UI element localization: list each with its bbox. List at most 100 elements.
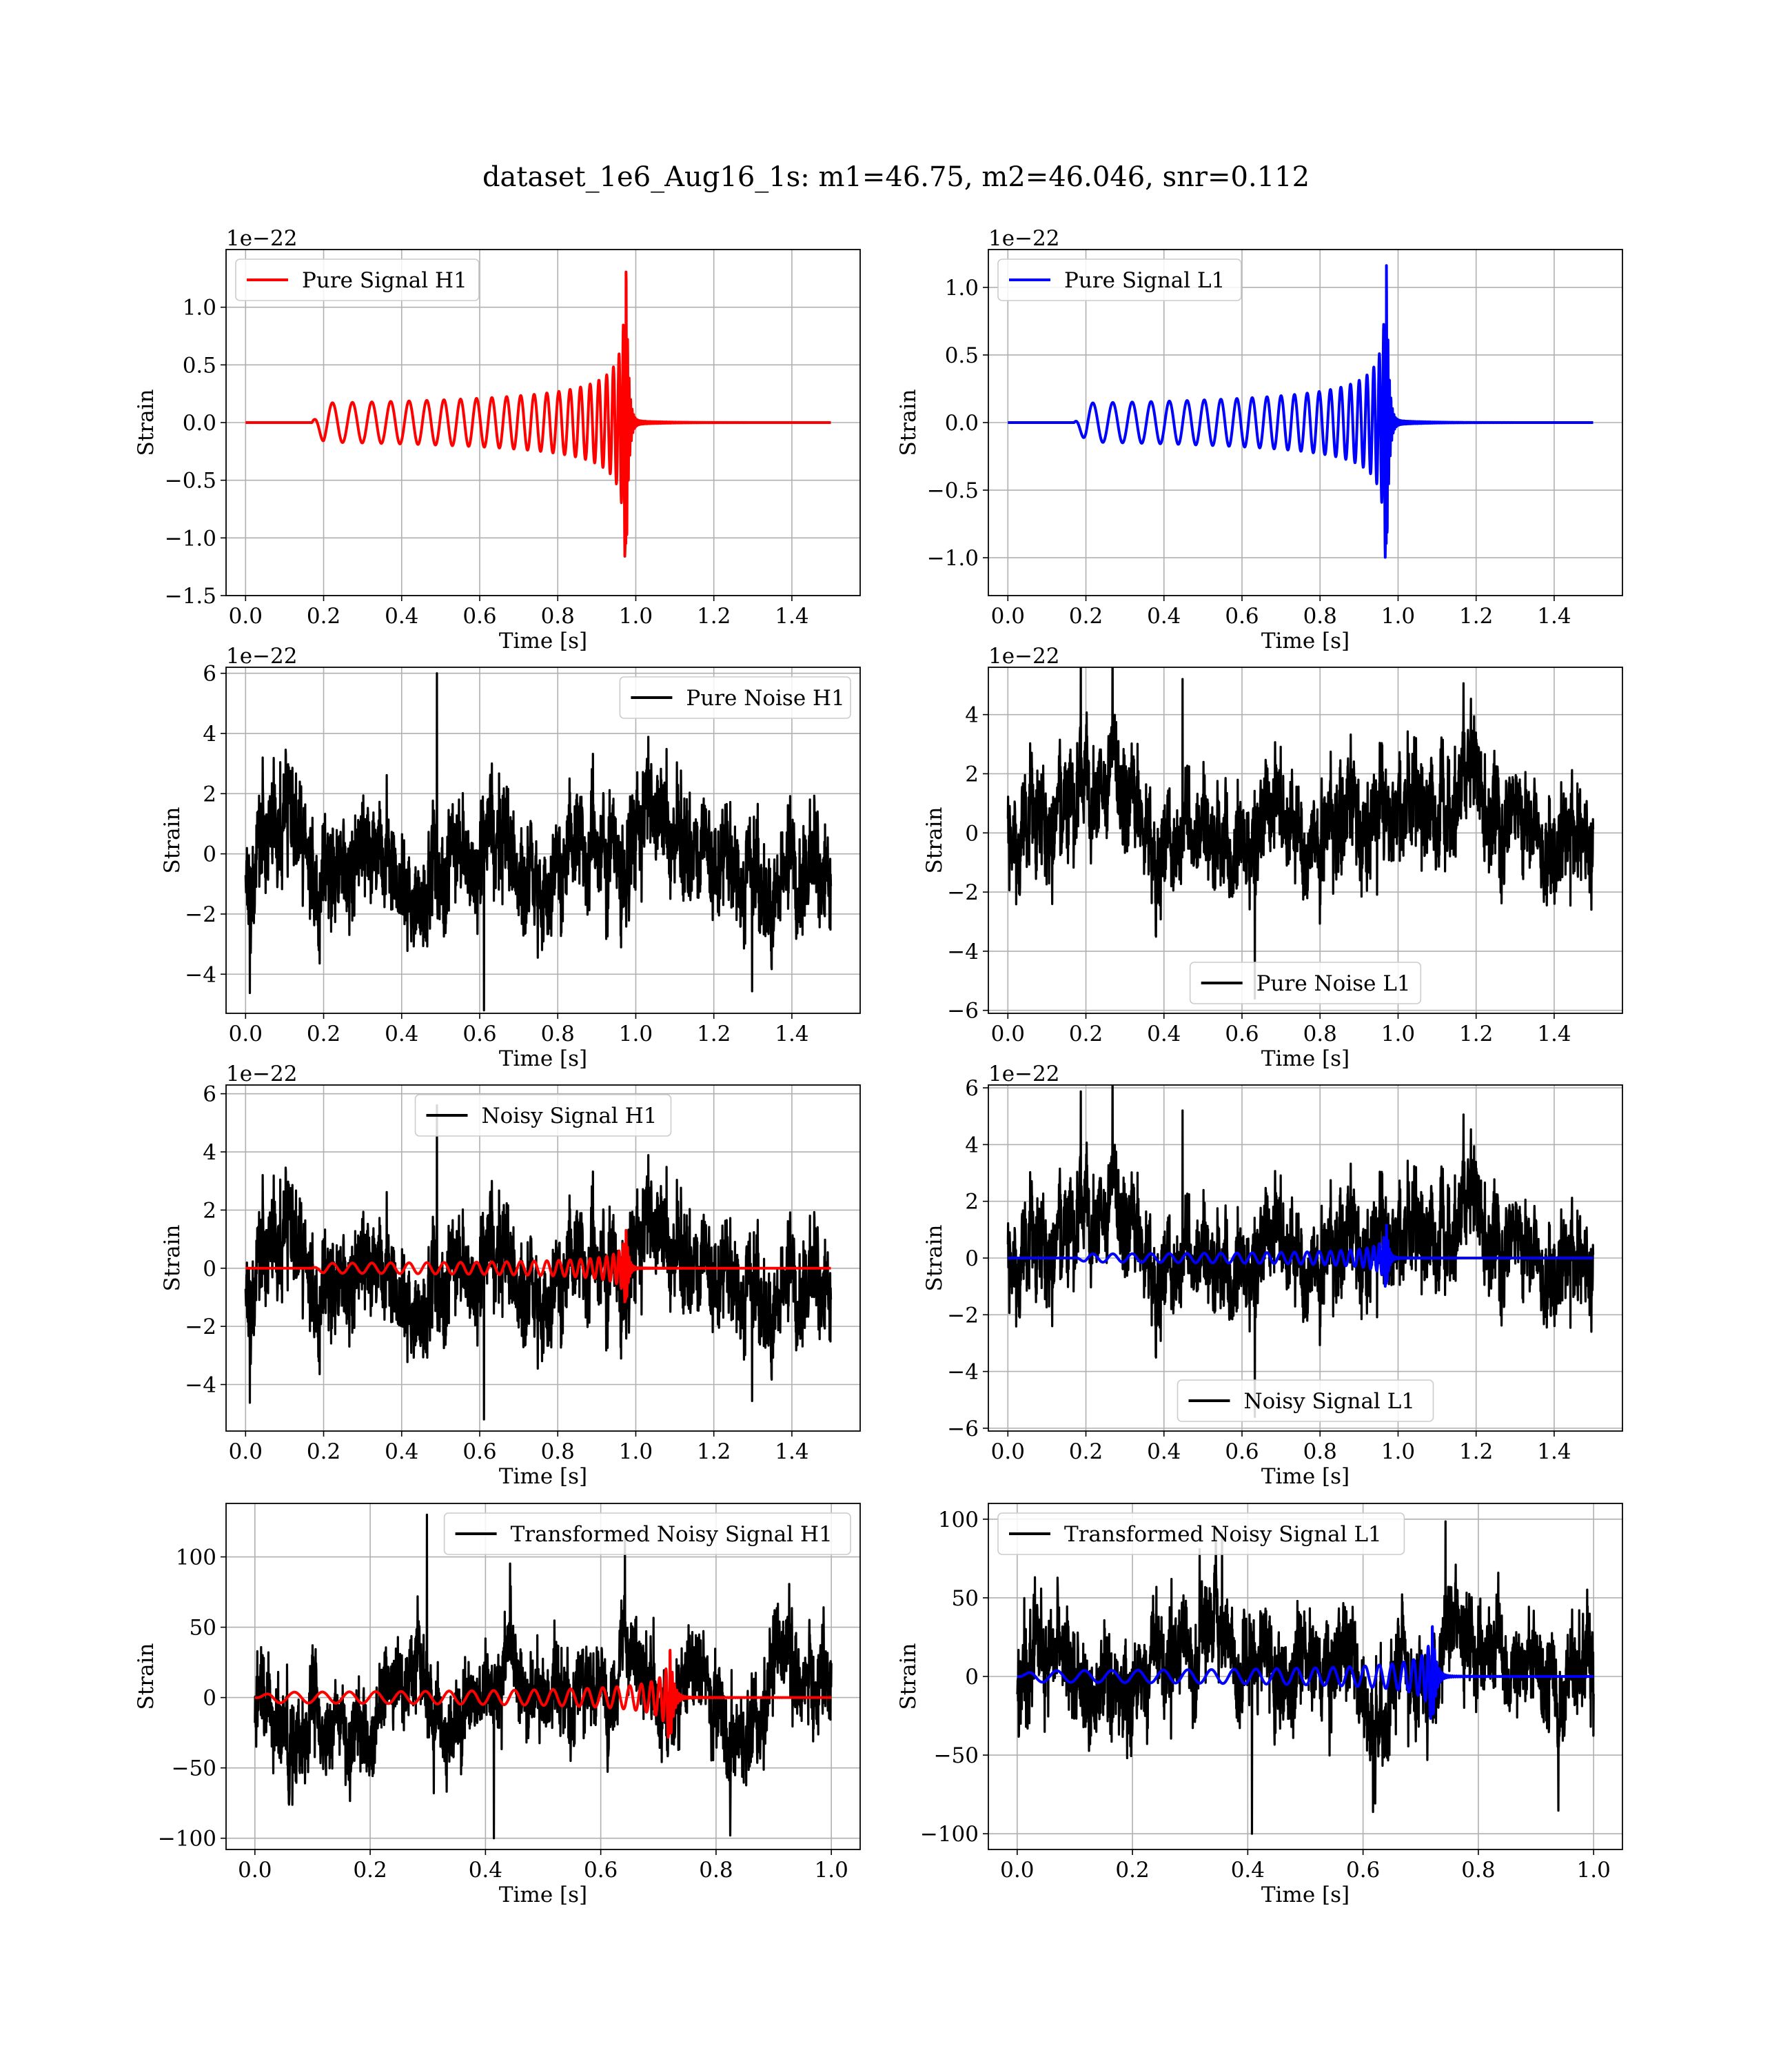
y-tick-label: 0 bbox=[965, 1246, 979, 1271]
x-tick-label: 1.2 bbox=[1459, 1439, 1493, 1464]
x-tick-label: 1.4 bbox=[1537, 1439, 1571, 1464]
y-tick-label: 4 bbox=[203, 722, 216, 747]
ticks: 0.0 0.2 0.4 0.6 0.8 1.0 −100 −50 0 50 100 bbox=[158, 1545, 848, 1883]
series-line-signal bbox=[1006, 1224, 1595, 1288]
x-tick-label: 1.0 bbox=[1577, 1858, 1611, 1883]
x-tick-label: 0.6 bbox=[462, 604, 496, 629]
x-tick-label: 0.2 bbox=[1115, 1858, 1149, 1883]
x-axis-label: Time [s] bbox=[1261, 1883, 1350, 1907]
series-line-signal bbox=[244, 1228, 833, 1304]
figure-title: dataset_1e6_Aug16_1s: m1=46.75, m2=46.04… bbox=[482, 161, 1310, 193]
y-tick-label: −4 bbox=[185, 1373, 216, 1398]
y-tick-label: 0.0 bbox=[945, 411, 979, 436]
legend: Pure Signal L1 bbox=[997, 258, 1242, 301]
y-tick-label: 2 bbox=[965, 1190, 979, 1215]
axes-frame bbox=[225, 667, 861, 1014]
x-tick-label: 0.6 bbox=[584, 1858, 618, 1883]
x-tick-label: 0.0 bbox=[991, 1022, 1025, 1046]
x-tick-label: 1.4 bbox=[1537, 604, 1571, 629]
axis-offset-label: 1e−22 bbox=[226, 226, 298, 251]
y-tick-label: −2 bbox=[185, 1315, 216, 1339]
x-tick-label: 0.2 bbox=[307, 604, 340, 629]
y-axis-label: Strain bbox=[896, 389, 921, 456]
panels: 0.0 0.2 0.4 0.6 0.8 1.0 1.2 1.4−1.5−1.0−0.50.00… bbox=[134, 226, 1623, 1907]
x-axis-label: Time [s] bbox=[499, 629, 587, 653]
x-tick-label: 1.0 bbox=[619, 1439, 653, 1464]
x-tick-label: 0.2 bbox=[1069, 1439, 1103, 1464]
legend-label: Pure Noise H1 bbox=[686, 686, 844, 711]
legend: Noisy Signal H1 bbox=[414, 1094, 672, 1137]
panel-pure-signal-l1: 0.0 0.2 0.4 0.6 0.8 1.0 1.2 1.4 −1.0 −0.5 0.0 0.5 1.… bbox=[896, 226, 1623, 653]
x-tick-label: 0.8 bbox=[699, 1858, 733, 1883]
x-tick-label: 0.4 bbox=[385, 1022, 418, 1046]
panel-transformed-noisy-signal-h1: 0.0 0.2 0.4 0.6 0.8 1.0 −100 −50 0 50 100 Time [s] S… bbox=[134, 1503, 861, 1907]
ticks: 0.0 0.2 0.4 0.6 0.8 1.0 1.2 1.4 −4 −2 0 2 4 6 bbox=[185, 1082, 808, 1464]
y-tick-label: 6 bbox=[203, 662, 216, 687]
x-tick-label: 0.4 bbox=[1231, 1858, 1265, 1883]
series-line-noise bbox=[254, 1513, 833, 1840]
ticks: 0.0 0.2 0.4 0.6 0.8 1.0 −100 −50 0 50 100 bbox=[920, 1508, 1611, 1883]
series-line-noise bbox=[1006, 1085, 1595, 1419]
ticks: 0.0 0.2 0.4 0.6 0.8 1.0 1.2 1.4 −6 −4 −2 0 2 4 6 bbox=[947, 1076, 1571, 1464]
y-axis-label: Strain bbox=[896, 1643, 921, 1710]
series-group bbox=[254, 1513, 833, 1840]
panel-pure-noise-h1: 0.0 0.2 0.4 0.6 0.8 1.0 1.2 1.4 −4 −2 0 2 4 6 Time [s]… bbox=[160, 644, 861, 1071]
y-tick-label: 4 bbox=[203, 1140, 216, 1165]
x-tick-label: 1.2 bbox=[697, 604, 731, 629]
series-group bbox=[1006, 667, 1595, 1000]
x-tick-label: 0.8 bbox=[541, 1439, 575, 1464]
x-tick-label: 0.6 bbox=[1346, 1858, 1380, 1883]
series-line-signal bbox=[1016, 1625, 1595, 1720]
x-tick-label: 0.0 bbox=[991, 1439, 1025, 1464]
legend: Transformed Noisy Signal H1 bbox=[443, 1512, 851, 1555]
legend-box bbox=[1189, 962, 1422, 1004]
ticks: 0.0 0.2 0.4 0.6 0.8 1.0 1.2 1.4 −4 −2 0 2 4 6 bbox=[185, 662, 808, 1046]
y-tick-label: 2 bbox=[203, 782, 216, 807]
x-tick-label: 0.4 bbox=[1147, 604, 1181, 629]
y-axis-label: Strain bbox=[134, 1643, 159, 1710]
y-tick-label: 100 bbox=[176, 1545, 216, 1570]
x-axis-label: Time [s] bbox=[499, 1464, 587, 1489]
y-tick-label: 6 bbox=[965, 1076, 979, 1101]
x-tick-label: 0.6 bbox=[1225, 1022, 1259, 1046]
y-axis-label: Strain bbox=[922, 1225, 947, 1292]
series-group bbox=[244, 1104, 833, 1421]
panel-noisy-signal-h1: 0.0 0.2 0.4 0.6 0.8 1.0 1.2 1.4 −4 −2 0 2 4 6 Time [s]… bbox=[160, 1062, 861, 1489]
legend-box bbox=[997, 1512, 1405, 1555]
x-tick-label: 0.2 bbox=[1069, 1022, 1103, 1046]
y-tick-label: 50 bbox=[190, 1616, 216, 1641]
x-tick-label: 0.4 bbox=[1147, 1439, 1181, 1464]
x-tick-label: 1.4 bbox=[775, 1439, 808, 1464]
y-tick-label: −2 bbox=[947, 1303, 979, 1328]
y-tick-label: 0.0 bbox=[183, 411, 216, 436]
x-tick-label: 0.2 bbox=[307, 1022, 340, 1046]
x-tick-label: 1.2 bbox=[1459, 604, 1493, 629]
legend-label: Noisy Signal L1 bbox=[1244, 1389, 1416, 1414]
legend-label: Noisy Signal H1 bbox=[482, 1104, 658, 1128]
y-tick-label: 1.0 bbox=[945, 276, 979, 301]
x-tick-label: 1.4 bbox=[775, 1022, 808, 1046]
x-tick-label: 0.6 bbox=[462, 1439, 496, 1464]
x-tick-label: 0.0 bbox=[229, 1022, 263, 1046]
axes-frame bbox=[988, 667, 1623, 1014]
y-axis-label: Strain bbox=[160, 1225, 185, 1292]
y-tick-label: −1.0 bbox=[927, 546, 979, 571]
y-tick-label: 0 bbox=[203, 1686, 216, 1711]
x-tick-label: 1.4 bbox=[775, 604, 808, 629]
x-tick-label: 1.0 bbox=[619, 604, 653, 629]
x-tick-label: 1.2 bbox=[697, 1022, 731, 1046]
x-tick-label: 0.8 bbox=[541, 1022, 575, 1046]
series-line-signal bbox=[254, 1649, 833, 1739]
x-tick-label: 0.2 bbox=[307, 1439, 340, 1464]
axes-frame bbox=[225, 1084, 861, 1432]
y-tick-label: −6 bbox=[947, 999, 979, 1024]
ticks: 0.0 0.2 0.4 0.6 0.8 1.0 1.2 1.4 −1.5 −1.0 −0.5 0.0 0… bbox=[165, 296, 809, 629]
axis-offset-label: 1e−22 bbox=[988, 1062, 1060, 1086]
panel-transformed-noisy-signal-l1: 0.0 0.2 0.4 0.6 0.8 1.0 −100 −50 0 50 100 Time [s] S… bbox=[896, 1503, 1623, 1907]
y-tick-label: −50 bbox=[934, 1743, 979, 1768]
series-group bbox=[244, 672, 833, 1012]
y-tick-label: −0.5 bbox=[927, 478, 979, 503]
x-tick-label: 0.6 bbox=[462, 1022, 496, 1046]
legend: Noisy Signal L1 bbox=[1177, 1379, 1434, 1422]
x-tick-label: 0.8 bbox=[1303, 604, 1337, 629]
